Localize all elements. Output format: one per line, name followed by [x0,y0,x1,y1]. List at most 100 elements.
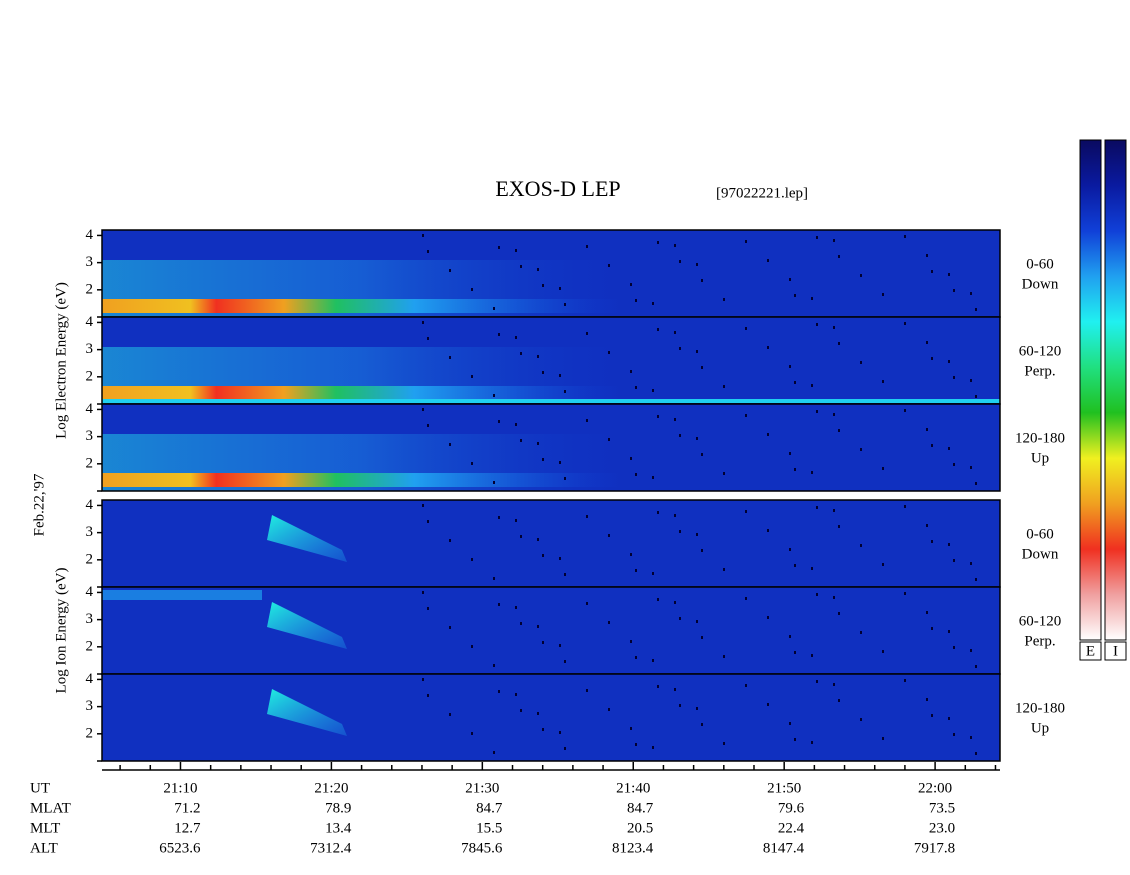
noise [635,743,637,746]
noise [542,554,544,557]
noise [723,655,725,658]
noise [833,596,835,599]
panel-label: 60-120 [1019,613,1062,629]
noise [789,278,791,281]
noise [767,346,769,349]
noise [970,562,972,565]
noise [608,438,610,441]
noise [696,437,698,440]
panel-label: Up [1031,720,1049,736]
noise [948,630,950,633]
noise [537,442,539,445]
noise [608,264,610,267]
noise [652,476,654,479]
noise [471,375,473,378]
noise [948,273,950,276]
noise [422,504,424,507]
flux-band [267,515,347,562]
noise [635,473,637,476]
noise [542,641,544,644]
noise [926,341,928,344]
noise [931,540,933,543]
ephemeris-value: 6523.6 [159,840,201,856]
noise [811,741,813,744]
flux-band [267,689,347,736]
noise [701,366,703,369]
noise [520,265,522,268]
ephemeris-value: 8123.4 [612,840,654,856]
noise [794,738,796,741]
noise [904,409,906,412]
noise [811,471,813,474]
panel-label: 120-180 [1015,700,1065,716]
x-tick-label: 21:20 [314,780,348,796]
noise [816,323,818,326]
noise [926,698,928,701]
noise [493,307,495,310]
noise [833,683,835,686]
noise [882,293,884,296]
noise [882,380,884,383]
noise [838,429,840,432]
noise [498,246,500,249]
noise [471,732,473,735]
noise [564,390,566,393]
panel-label: Perp. [1024,633,1055,649]
noise [816,680,818,683]
noise [498,420,500,423]
panel-label: Up [1031,450,1049,466]
y-tick-label: 4 [86,497,94,513]
noise [948,360,950,363]
noise [701,453,703,456]
noise [422,408,424,411]
x-tick-label: 21:30 [465,780,499,796]
noise [493,664,495,667]
colorbar-label: I [1113,643,1118,659]
ephemeris-value: 13.4 [325,820,352,836]
noise [926,428,928,431]
y-tick-label: 4 [86,584,94,600]
ephemeris-value: 71.2 [174,800,200,816]
ephemeris-value: 7312.4 [310,840,352,856]
noise [498,690,500,693]
ephemeris-name: ALT [30,840,58,856]
noise [449,626,451,629]
noise [537,538,539,541]
x-tick-label: 21:40 [616,780,650,796]
noise [674,688,676,691]
noise [975,482,977,485]
noise [515,519,517,522]
noise [701,723,703,726]
noise [564,477,566,480]
noise [652,659,654,662]
noise [537,712,539,715]
noise [723,298,725,301]
noise [860,718,862,721]
noise [723,385,725,388]
noise [427,607,429,610]
noise [926,254,928,257]
noise [449,443,451,446]
noise [696,263,698,266]
flux-band [102,386,622,400]
noise [630,457,632,460]
y-tick-label: 3 [86,341,94,357]
noise [427,694,429,697]
y-tick-label: 3 [86,524,94,540]
noise [679,704,681,707]
noise [860,274,862,277]
y-tick-label: 3 [86,698,94,714]
noise [811,384,813,387]
noise [860,361,862,364]
noise [696,620,698,623]
noise [559,644,561,647]
x-tick-label: 21:10 [163,780,197,796]
y-tick-label: 2 [86,638,94,654]
panel-label: Down [1022,546,1059,562]
panel-label: 0-60 [1026,526,1054,542]
chart-title: EXOS-D LEP [495,176,620,201]
noise [745,510,747,513]
noise [559,557,561,560]
noise [635,386,637,389]
noise [860,448,862,451]
